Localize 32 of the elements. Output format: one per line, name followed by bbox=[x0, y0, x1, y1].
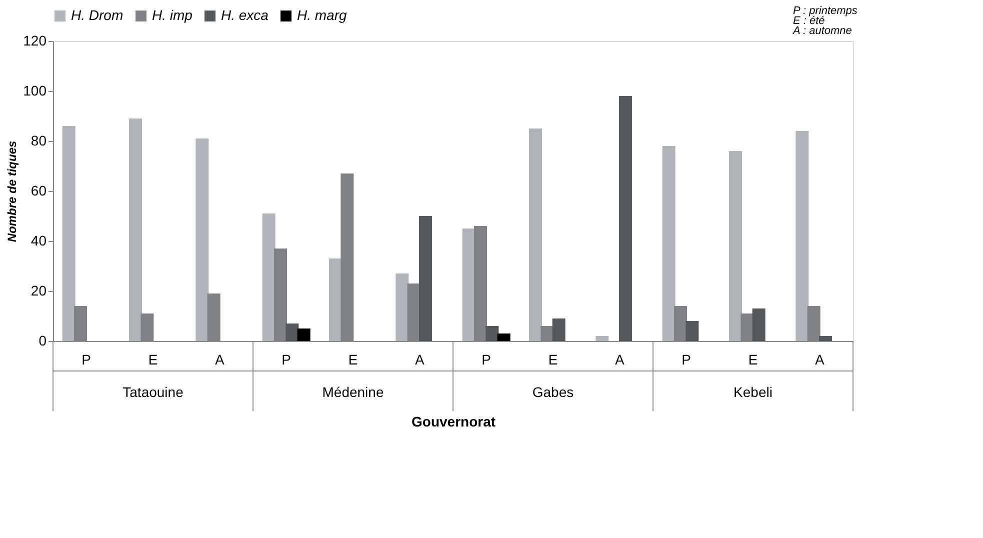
legend-label: H. Drom bbox=[71, 7, 124, 23]
text: Médenine bbox=[322, 384, 384, 400]
x-axis-title: Gouvernorat bbox=[411, 414, 496, 430]
y-tick-label: 0 bbox=[38, 332, 47, 348]
x-tick-label: A bbox=[414, 352, 425, 368]
text: Kebeli bbox=[734, 384, 772, 400]
y-tick-label: 60 bbox=[30, 182, 47, 198]
text: E : été bbox=[793, 15, 825, 27]
legend-label: H. marg bbox=[297, 7, 347, 23]
x-tick-label: A bbox=[614, 352, 625, 368]
legend-label: H. exca bbox=[221, 7, 269, 23]
y-tick-label: 80 bbox=[30, 132, 47, 148]
text: P : printemps bbox=[793, 5, 858, 17]
x-tick-label: P bbox=[482, 352, 492, 368]
y-tick-label: 40 bbox=[30, 232, 47, 248]
x-tick-label: P bbox=[282, 352, 292, 368]
x-tick-label: E bbox=[548, 352, 558, 368]
y-tick-label: 20 bbox=[30, 282, 47, 298]
x-tick-label: A bbox=[214, 352, 225, 368]
y-axis-title: Nombre de tiques bbox=[5, 140, 20, 242]
x-tick-label: P bbox=[682, 352, 692, 368]
text: Gabes bbox=[532, 384, 574, 400]
y-tick-label: 120 bbox=[23, 32, 47, 48]
x-tick-label: E bbox=[148, 352, 158, 368]
y-tick-label: 100 bbox=[23, 82, 47, 98]
text: A : automne bbox=[792, 25, 852, 37]
x-tick-label: P bbox=[82, 352, 92, 368]
x-tick-label: E bbox=[748, 352, 758, 368]
text: Tataouine bbox=[122, 384, 184, 400]
legend-label: H. imp bbox=[152, 7, 193, 23]
x-tick-label: E bbox=[348, 352, 358, 368]
x-tick-label: A bbox=[814, 352, 825, 368]
